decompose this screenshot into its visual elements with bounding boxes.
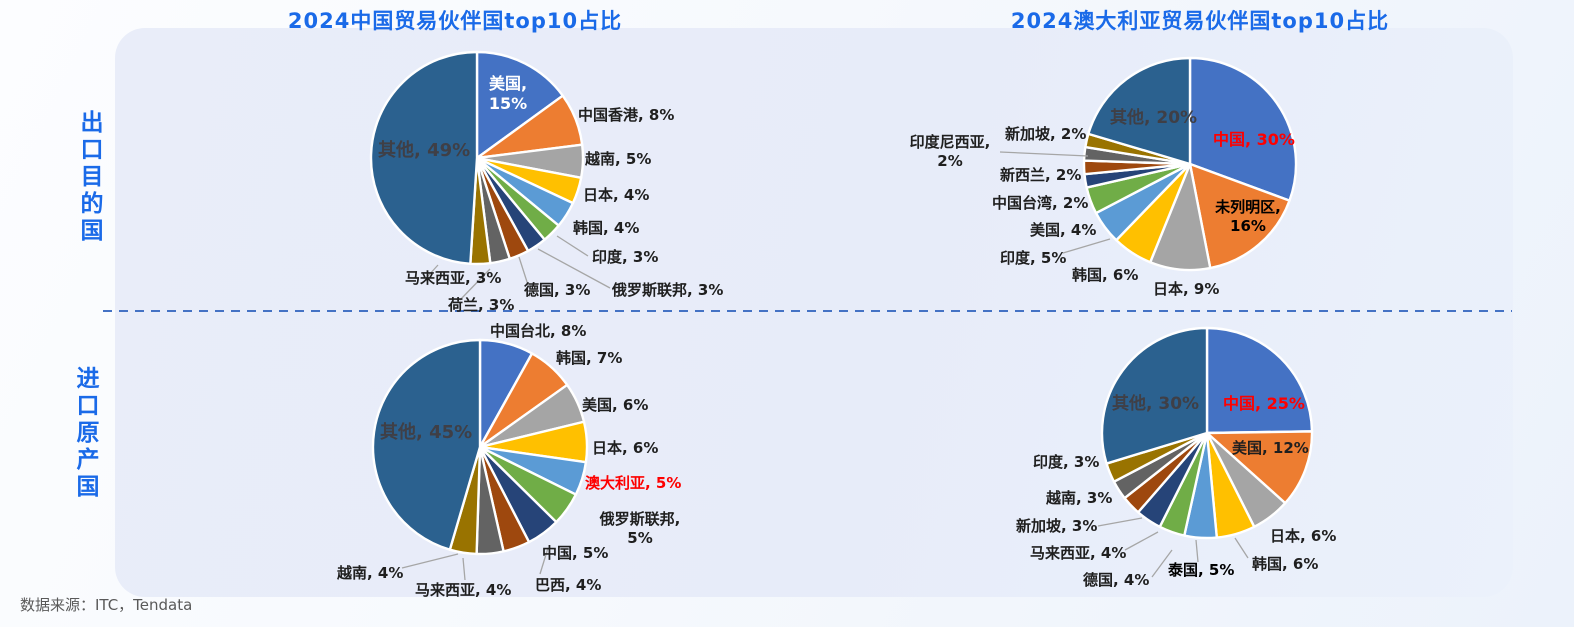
slice-label-越南: 越南, 3% bbox=[1046, 489, 1113, 507]
slice-label-中国: 中国, 30% bbox=[1213, 130, 1295, 149]
slice-label-其他: 其他, 49% bbox=[378, 140, 471, 161]
pie-slice-美国 bbox=[1205, 430, 1314, 505]
label-leader-line bbox=[462, 557, 466, 581]
label-leader-line bbox=[999, 151, 1089, 157]
slice-label-中国台北: 中国台北, 8% bbox=[490, 322, 587, 340]
pie-chart-australia-import-origins: 中国, 25% 美国, 12% 日本, 6% 韩国, 6% 泰国, 5% 德国, 4% 马来… bbox=[990, 322, 1350, 607]
label-leader-line bbox=[427, 264, 439, 277]
pie-chart-china-export-destinations: 美国, 15% 中国香港, 8% 越南, 5% 日本, 4% 韩国, 4% 印度, 3% 俄… bbox=[330, 38, 730, 328]
label-leader-line bbox=[1151, 549, 1173, 578]
slice-label-印度: 印度, 3% bbox=[1033, 453, 1100, 471]
label-leader-line bbox=[459, 268, 491, 301]
row-label-import-origin: 进口原产国 bbox=[76, 366, 100, 500]
pie-svg-china-export-destinations bbox=[369, 50, 611, 301]
slice-label-美国: 美国, 15% bbox=[488, 74, 528, 113]
slice-label-中国: 中国, 5% bbox=[542, 544, 609, 562]
slice-label-美国: 美国, 6% bbox=[582, 396, 649, 414]
slice-label-德国: 德国, 3% bbox=[524, 281, 591, 299]
slice-label-中国: 中国, 25% bbox=[1223, 394, 1305, 413]
slice-label-印度尼西亚: 印度尼西亚, 2% bbox=[909, 133, 991, 170]
slice-label-新加坡: 新加坡, 3% bbox=[1016, 517, 1098, 535]
label-leader-line bbox=[556, 235, 589, 257]
slice-label-巴西: 巴西, 4% bbox=[535, 576, 602, 594]
pie-svg-australia-export-destinations bbox=[999, 56, 1298, 272]
label-leader-line bbox=[1195, 539, 1199, 563]
label-leader-line bbox=[518, 256, 529, 286]
pie-slice-其他 bbox=[371, 338, 482, 551]
slice-label-新西兰: 新西兰, 2% bbox=[1000, 166, 1082, 184]
pie-slice-中国 bbox=[1188, 56, 1298, 202]
label-leader-line bbox=[537, 248, 611, 289]
slice-label-美国: 美国, 4% bbox=[1030, 221, 1097, 239]
slice-label-新加坡: 新加坡, 2% bbox=[1005, 125, 1087, 143]
slice-label-俄罗斯联邦: 俄罗斯联邦, 3% bbox=[612, 281, 724, 299]
pie-chart-australia-export-destinations: 中国, 30% 未列明区, 16% 日本, 9% 韩国, 6% 印度, 5% 美国, 4%… bbox=[880, 38, 1330, 328]
slice-label-韩国: 韩国, 6% bbox=[1072, 266, 1139, 284]
slice-label-其他: 其他, 45% bbox=[380, 422, 473, 443]
slice-label-日本: 日本, 4% bbox=[583, 186, 650, 204]
label-leader-line bbox=[1097, 517, 1143, 527]
slice-label-德国: 德国, 4% bbox=[1083, 571, 1150, 589]
pie-slice-其他 bbox=[369, 50, 479, 265]
slice-label-马来西亚: 马来西亚, 3% bbox=[405, 269, 502, 287]
data-source-note: 数据来源：ITC，Tendata bbox=[20, 596, 193, 614]
label-leader-line bbox=[1124, 531, 1159, 551]
pie-slice-美国 bbox=[475, 50, 564, 160]
slice-label-中国台湾: 中国台湾, 2% bbox=[992, 194, 1089, 212]
slice-label-越南: 越南, 5% bbox=[585, 150, 652, 168]
slice-label-韩国: 韩国, 7% bbox=[556, 349, 623, 367]
slice-label-越南: 越南, 4% bbox=[337, 564, 404, 582]
dashed-divider bbox=[103, 310, 1512, 312]
slice-label-中国香港: 中国香港, 8% bbox=[578, 106, 675, 124]
pie-slice-未列明区 bbox=[1188, 162, 1291, 270]
slice-label-印度: 印度, 5% bbox=[1000, 249, 1067, 267]
slice-label-澳大利亚: 澳大利亚, 5% bbox=[585, 474, 682, 492]
chart-title-australia-trade-partners: 2024澳大利亚贸易伙伴国top10占比 bbox=[1010, 9, 1390, 33]
slice-label-印度: 印度, 3% bbox=[592, 248, 659, 266]
slice-label-韩国: 韩国, 6% bbox=[1252, 555, 1319, 573]
pie-chart-china-import-origins: 中国台北, 8% 韩国, 7% 美国, 6% 日本, 6% 澳大利亚, 5% 俄罗斯联邦,… bbox=[320, 318, 720, 610]
slice-label-日本: 日本, 9% bbox=[1153, 280, 1220, 298]
pie-slice-其他 bbox=[1100, 326, 1209, 465]
pie-svg-australia-import-origins bbox=[1097, 326, 1314, 578]
slice-label-日本: 日本, 6% bbox=[1270, 527, 1337, 545]
pie-slice-其他 bbox=[1087, 56, 1192, 166]
slice-label-未列明区: 未列明区, 16% bbox=[1215, 198, 1281, 235]
label-leader-line bbox=[539, 547, 549, 575]
slice-label-其他: 其他, 20% bbox=[1110, 108, 1198, 128]
slice-label-马来西亚: 马来西亚, 4% bbox=[1030, 544, 1127, 562]
chart-title-china-trade-partners: 2024中国贸易伙伴国top10占比 bbox=[287, 9, 623, 33]
label-leader-line bbox=[401, 553, 459, 569]
slice-label-其他: 其他, 30% bbox=[1112, 394, 1200, 414]
slice-label-日本: 日本, 6% bbox=[592, 439, 659, 457]
slice-label-荷兰: 荷兰, 3% bbox=[448, 296, 515, 314]
slice-label-泰国: 泰国, 5% bbox=[1168, 561, 1235, 579]
label-leader-line bbox=[1234, 537, 1249, 559]
label-leader-line bbox=[1062, 238, 1111, 254]
pie-svg-china-import-origins bbox=[371, 338, 589, 581]
pie-slice-中国 bbox=[1205, 326, 1314, 435]
slice-label-韩国: 韩国, 4% bbox=[573, 219, 640, 237]
row-label-export-destination: 出口目的国 bbox=[80, 110, 104, 244]
slice-label-俄罗斯联邦: 俄罗斯联邦, 5% bbox=[599, 510, 681, 547]
slice-label-马来西亚: 马来西亚, 4% bbox=[415, 581, 512, 599]
slice-label-美国: 美国, 12% bbox=[1232, 439, 1309, 457]
